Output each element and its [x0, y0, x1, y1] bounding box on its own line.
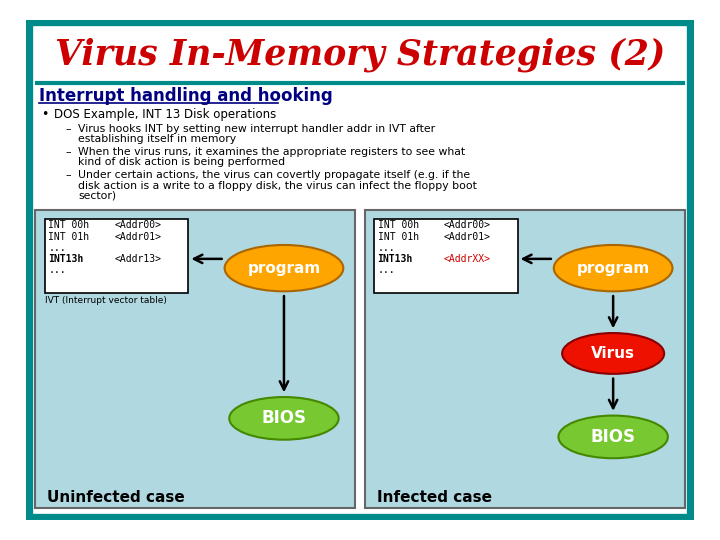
Text: <Addr00>: <Addr00> — [114, 220, 161, 231]
Text: –: – — [65, 124, 71, 134]
Text: establishing itself in memory: establishing itself in memory — [78, 134, 236, 144]
Text: Under certain actions, the virus can covertly propagate itself (e.g. if the: Under certain actions, the virus can cov… — [78, 171, 470, 180]
Text: INT 01h: INT 01h — [377, 232, 419, 241]
Ellipse shape — [562, 333, 664, 374]
Text: INT 01h: INT 01h — [48, 232, 89, 241]
Text: INT13h: INT13h — [48, 254, 84, 264]
Text: Virus hooks INT by setting new interrupt handler addr in IVT after: Virus hooks INT by setting new interrupt… — [78, 124, 435, 134]
Text: Virus In-Memory Strategies (2): Virus In-Memory Strategies (2) — [55, 38, 665, 72]
Text: BIOS: BIOS — [261, 409, 307, 427]
Text: <Addr01>: <Addr01> — [444, 232, 490, 241]
FancyBboxPatch shape — [45, 219, 189, 293]
Text: ...: ... — [377, 243, 395, 253]
Text: ...: ... — [377, 265, 395, 275]
Text: BIOS: BIOS — [590, 428, 636, 446]
Text: kind of disk action is being performed: kind of disk action is being performed — [78, 158, 285, 167]
Text: <AddrXX>: <AddrXX> — [444, 254, 490, 264]
Text: When the virus runs, it examines the appropriate registers to see what: When the virus runs, it examines the app… — [78, 147, 465, 157]
Ellipse shape — [559, 416, 668, 458]
Text: IVT (Interrupt vector table): IVT (Interrupt vector table) — [45, 296, 166, 305]
Text: –: – — [65, 147, 71, 157]
Text: –: – — [65, 171, 71, 180]
Text: Infected case: Infected case — [377, 490, 492, 505]
Text: <Addr13>: <Addr13> — [114, 254, 161, 264]
Text: INT 00h: INT 00h — [377, 220, 419, 231]
Text: Virus: Virus — [591, 346, 635, 361]
Text: ...: ... — [48, 265, 66, 275]
FancyBboxPatch shape — [364, 210, 685, 508]
Text: <Addr01>: <Addr01> — [114, 232, 161, 241]
Text: •: • — [41, 107, 48, 121]
Ellipse shape — [229, 397, 338, 440]
Text: <Addr00>: <Addr00> — [444, 220, 490, 231]
Text: Uninfected case: Uninfected case — [47, 490, 184, 505]
FancyBboxPatch shape — [29, 23, 691, 517]
Text: INT13h: INT13h — [377, 254, 413, 264]
Text: DOS Example, INT 13 Disk operations: DOS Example, INT 13 Disk operations — [54, 107, 276, 121]
FancyBboxPatch shape — [374, 219, 518, 293]
Text: program: program — [577, 261, 649, 275]
FancyBboxPatch shape — [35, 210, 356, 508]
Text: program: program — [248, 261, 320, 275]
Text: Interrupt handling and hooking: Interrupt handling and hooking — [39, 87, 333, 105]
Text: ...: ... — [48, 243, 66, 253]
Text: INT 00h: INT 00h — [48, 220, 89, 231]
Ellipse shape — [554, 245, 672, 291]
Text: disk action is a write to a floppy disk, the virus can infect the floppy boot: disk action is a write to a floppy disk,… — [78, 180, 477, 191]
Ellipse shape — [225, 245, 343, 291]
Text: sector): sector) — [78, 191, 116, 201]
